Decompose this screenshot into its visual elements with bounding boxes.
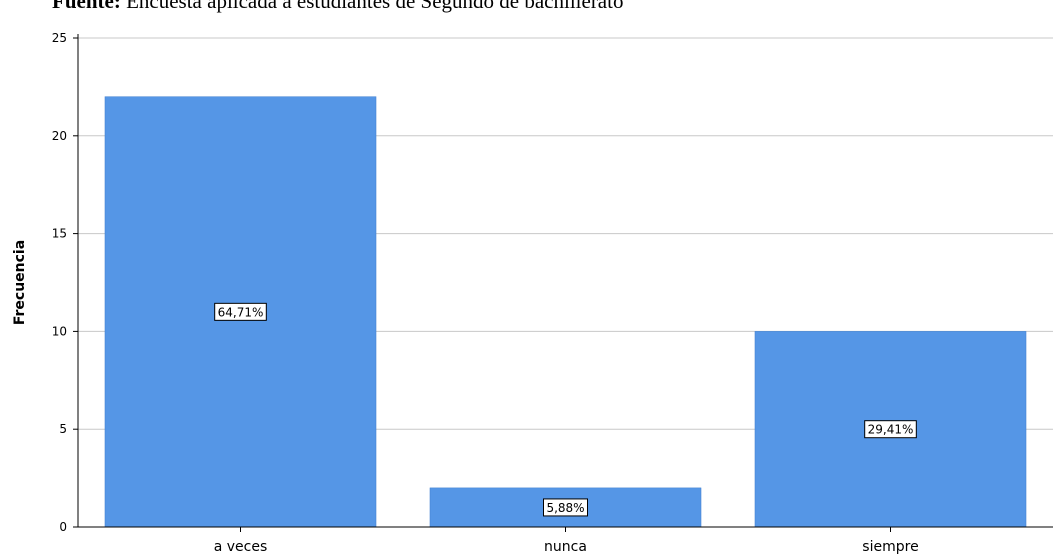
y-tick-label: 5	[59, 422, 67, 436]
y-tick-label: 25	[52, 31, 67, 45]
source-note-lead: Fuente:	[52, 0, 121, 13]
y-tick-label: 15	[52, 227, 67, 241]
y-axis-ticks: 0 5 10 15 20 25	[52, 31, 78, 534]
data-label-box-1	[543, 498, 588, 517]
data-labels: 64,71% 5,88% 29,41%	[214, 302, 917, 517]
y-axis-title: Frecuencia	[12, 240, 28, 325]
data-label-box-2	[864, 420, 917, 439]
data-label-0: 64,71%	[218, 305, 264, 319]
data-label-2: 29,41%	[868, 423, 914, 437]
data-label-1: 5,88%	[546, 501, 584, 515]
category-label-2: siempre	[862, 539, 918, 555]
data-label-box-0	[214, 302, 267, 321]
category-labels: a veces nunca siempre	[214, 527, 919, 555]
y-tick-label: 10	[52, 324, 67, 338]
source-note-text: Encuesta aplicada a estudiantes de Segun…	[126, 0, 624, 13]
category-label-0: a veces	[214, 539, 268, 555]
source-note: Fuente: Encuesta aplicada a estudiantes …	[52, 0, 623, 12]
y-tick-label: 20	[52, 129, 67, 143]
y-tick-label: 0	[59, 520, 67, 534]
category-label-1: nunca	[544, 539, 587, 555]
